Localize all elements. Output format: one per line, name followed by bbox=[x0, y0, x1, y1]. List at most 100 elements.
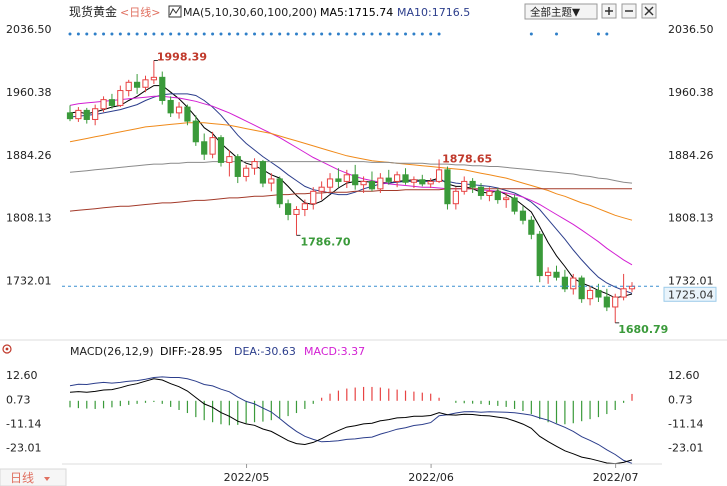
moving-averages bbox=[69, 85, 633, 299]
x-tick-label: 2022/06 bbox=[408, 471, 454, 484]
macd-settings-icon[interactable] bbox=[2, 344, 12, 354]
event-dot bbox=[68, 32, 72, 36]
macd-tick-right: -11.14 bbox=[668, 418, 703, 431]
candle-body bbox=[511, 197, 518, 212]
price-tick-left: 2036.50 bbox=[6, 23, 52, 36]
candle-body bbox=[83, 109, 90, 120]
candle-body bbox=[477, 186, 485, 196]
candle-body bbox=[486, 190, 493, 196]
event-dot bbox=[202, 32, 206, 36]
event-dot bbox=[194, 32, 198, 36]
event-dot bbox=[118, 32, 122, 36]
event-dot bbox=[278, 32, 282, 36]
candle-body bbox=[368, 180, 376, 190]
event-dot bbox=[303, 32, 307, 36]
annotation-mid-high: 1878.65 bbox=[442, 152, 492, 165]
macd-dea-value: DEA:-30.63 bbox=[234, 345, 296, 358]
event-dot bbox=[529, 32, 533, 36]
macd-histogram bbox=[69, 386, 633, 426]
candle-body bbox=[360, 180, 367, 186]
candle-body bbox=[570, 277, 577, 290]
macd-tick-right: -23.01 bbox=[668, 442, 703, 455]
close-icon[interactable] bbox=[641, 3, 657, 19]
event-dot bbox=[412, 32, 416, 36]
candle-body bbox=[259, 161, 267, 184]
zoom-out-icon[interactable] bbox=[621, 3, 637, 19]
macd-tick-right: 12.60 bbox=[668, 369, 700, 382]
x-tick-label: 2022/07 bbox=[593, 471, 639, 484]
candle-body bbox=[603, 296, 610, 308]
candle-body bbox=[108, 99, 116, 106]
event-dot bbox=[185, 32, 189, 36]
ma-line-ma100 bbox=[69, 161, 633, 184]
event-dot bbox=[336, 32, 340, 36]
event-dot bbox=[395, 32, 399, 36]
event-dot bbox=[269, 32, 273, 36]
candle-body bbox=[394, 174, 401, 182]
price-tick-right: 1732.01 bbox=[668, 275, 714, 288]
event-dot bbox=[236, 32, 240, 36]
event-dot bbox=[420, 32, 424, 36]
candle-body bbox=[226, 156, 233, 163]
current-price-tag: 1725.04 bbox=[663, 286, 717, 302]
macd-lines bbox=[69, 376, 633, 465]
period-label: 日线 bbox=[129, 5, 151, 19]
caret-down-icon bbox=[44, 477, 50, 481]
candle-body bbox=[612, 296, 619, 308]
event-dot bbox=[555, 32, 559, 36]
theme-dropdown[interactable]: 全部主题▼ bbox=[524, 3, 598, 20]
event-dot bbox=[127, 32, 131, 36]
ma-line-ma200 bbox=[69, 188, 632, 212]
candle-body bbox=[561, 276, 568, 290]
period-footer-label: 日线 bbox=[10, 471, 34, 485]
event-dot bbox=[211, 32, 215, 36]
candle-body bbox=[377, 177, 384, 190]
period-footer-button[interactable]: 日线 bbox=[0, 468, 67, 486]
candle-body bbox=[75, 109, 82, 120]
macd-hist-value: MACD:3.37 bbox=[304, 345, 365, 358]
event-dot bbox=[261, 32, 265, 36]
price-tick-left: 1960.38 bbox=[6, 86, 52, 99]
period-selector[interactable]: <日线> bbox=[120, 5, 160, 19]
event-dot bbox=[177, 32, 181, 36]
candle-body bbox=[385, 177, 392, 182]
ma5-value: MA5:1715.74 bbox=[320, 6, 393, 19]
annotation-low-1: 1786.70 bbox=[300, 235, 350, 248]
event-dot bbox=[244, 32, 248, 36]
event-dot bbox=[102, 32, 106, 36]
zoom-in-icon[interactable] bbox=[601, 3, 617, 19]
event-dot bbox=[387, 32, 391, 36]
candle-body bbox=[184, 106, 191, 122]
event-dot bbox=[437, 32, 441, 36]
macd-tick-left: -11.14 bbox=[6, 418, 41, 431]
candle-body bbox=[251, 161, 258, 169]
candle-body bbox=[192, 120, 199, 143]
price-tick-right: 1884.26 bbox=[668, 149, 714, 162]
current-price-label: 1725.04 bbox=[668, 288, 714, 301]
macd-axis-left: 12.60 0.73 -11.14 -23.01 bbox=[6, 369, 41, 455]
ma-toggle-icon[interactable] bbox=[168, 5, 182, 18]
event-dot bbox=[404, 32, 408, 36]
macd-tick-left: 0.73 bbox=[6, 393, 31, 406]
candle-body bbox=[125, 81, 132, 92]
event-dot bbox=[160, 32, 164, 36]
candle-body bbox=[494, 190, 501, 201]
candle-body bbox=[410, 179, 418, 183]
candle-body bbox=[469, 180, 476, 188]
candle-body bbox=[142, 79, 149, 88]
event-dot bbox=[362, 32, 366, 36]
candle-body bbox=[134, 81, 141, 88]
candle-body bbox=[175, 106, 183, 114]
ma-params: MA(5,10,30,60,100,200) bbox=[183, 6, 317, 19]
event-dot bbox=[152, 32, 156, 36]
candle-body bbox=[209, 137, 216, 155]
event-dot bbox=[605, 32, 609, 36]
candle-body bbox=[519, 210, 527, 221]
candle-body bbox=[503, 197, 510, 201]
candle-body bbox=[452, 190, 459, 205]
candle-body bbox=[528, 219, 535, 235]
dea-line bbox=[69, 376, 633, 464]
ma-line-ma60 bbox=[69, 122, 633, 221]
event-dot bbox=[311, 32, 315, 36]
candle-body bbox=[553, 271, 560, 278]
